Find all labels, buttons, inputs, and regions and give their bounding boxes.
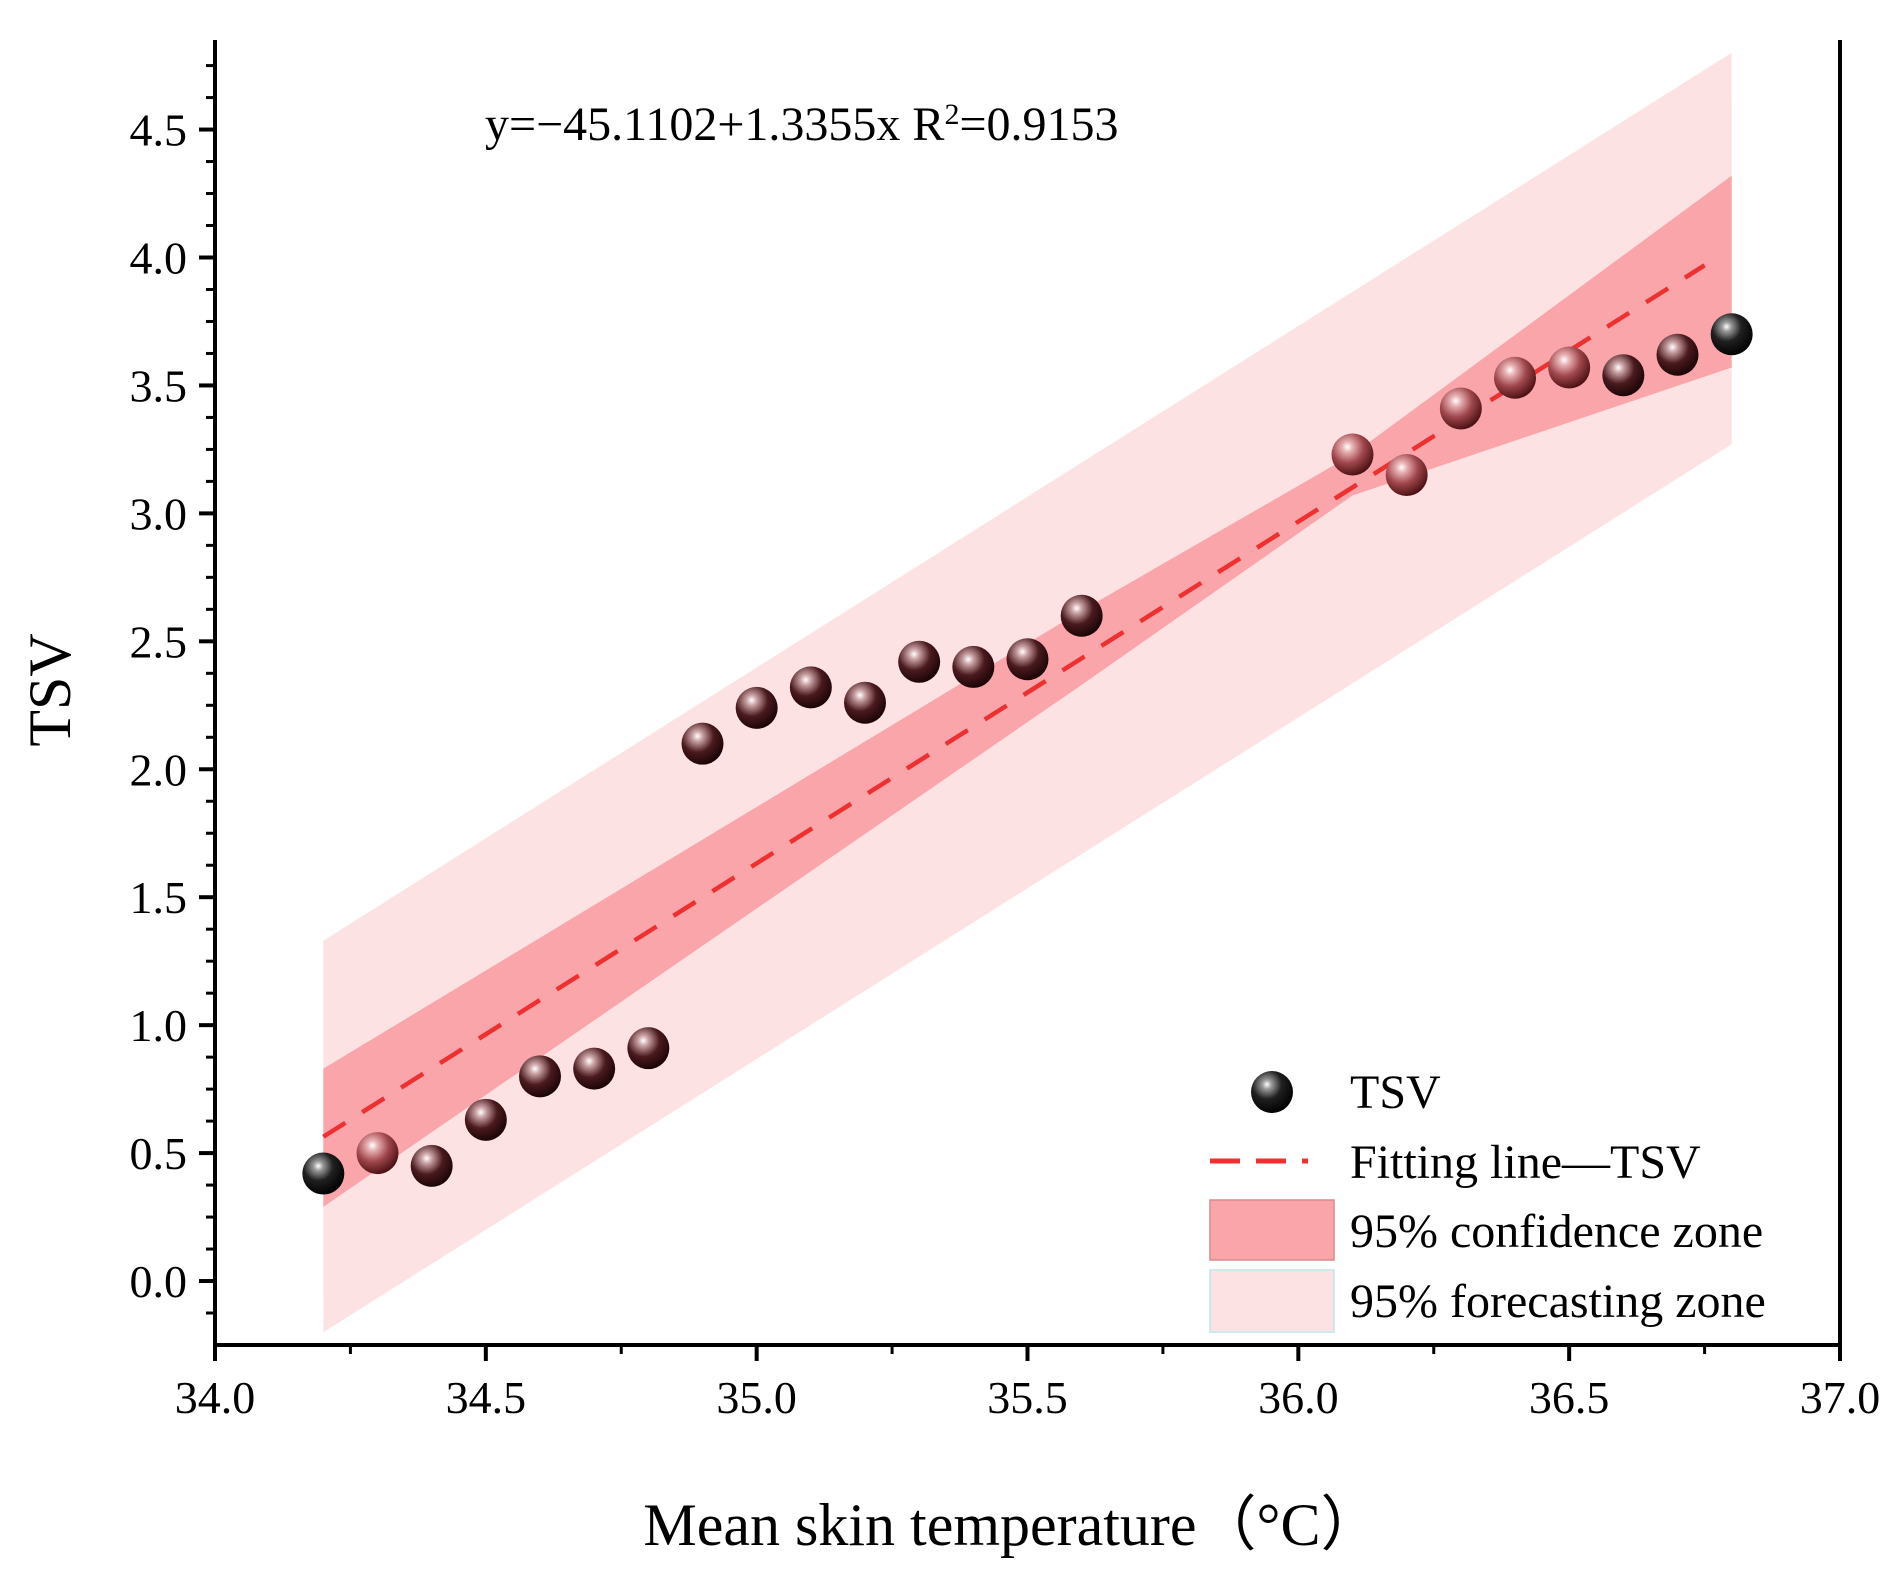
data-point [1006,638,1049,681]
data-point [1060,594,1103,637]
data-point [789,666,832,709]
legend-tsv-marker [1251,1071,1293,1113]
data-point [627,1027,670,1070]
data-point [1656,333,1699,376]
data-point [573,1047,616,1090]
y-tick-label: 4.0 [130,233,188,284]
data-point [898,640,941,683]
x-axis-title: Mean skin temperature（°C） [643,1492,1380,1558]
x-tick-label: 36.5 [1529,1372,1610,1423]
y-tick-label: 2.5 [130,616,188,667]
y-tick-label: 1.0 [130,1000,188,1051]
y-ticks: 0.0 0.5 1.0 1.5 2.0 2.5 3.0 3.5 4.0 4.5 [130,64,215,1315]
data-point [1548,346,1591,389]
data-point [1331,433,1374,476]
x-tick-label: 36.0 [1258,1372,1339,1423]
equation-suffix: =0.9153 [959,98,1118,151]
y-tick-label: 0.5 [130,1128,188,1179]
data-point [1494,356,1536,399]
data-point [735,686,778,729]
y-tick-label: 0.0 [130,1256,188,1307]
x-tick-label: 37.0 [1800,1372,1881,1423]
x-tick-label: 35.5 [987,1372,1068,1423]
data-point [844,681,886,724]
x-tick-label: 35.0 [716,1372,797,1423]
y-tick-label: 3.5 [130,360,188,411]
data-point [464,1098,507,1141]
data-point [302,1152,345,1195]
legend-tsv-label: TSV [1350,1066,1441,1119]
legend-confidence-swatch [1209,1199,1335,1261]
x-tick-label: 34.0 [175,1372,256,1423]
regression-equation: y=−45.1102+1.3355x R2=0.9153 [485,98,1119,152]
y-tick-label: 3.0 [130,488,188,539]
data-point [519,1055,561,1098]
data-point [1385,454,1428,496]
data-point [952,645,995,688]
data-point [681,722,724,765]
y-tick-label: 2.0 [130,744,188,795]
data-point [1602,354,1645,397]
legend-forecasting-label: 95% forecasting zone [1350,1275,1766,1328]
x-tick-label: 34.5 [446,1372,527,1423]
legend-confidence-label: 95% confidence zone [1350,1205,1763,1258]
y-tick-label: 1.5 [130,872,188,923]
points-layer [302,313,1753,1195]
y-tick-label: 4.5 [130,105,188,156]
data-point [410,1144,453,1187]
y-axis-title: TSV [17,633,83,746]
data-point [1439,387,1482,430]
legend-forecasting-swatch [1209,1269,1335,1333]
data-point [356,1132,399,1175]
x-ticks: 34.0 34.5 35.0 35.5 36.0 36.5 37.0 [175,1345,1881,1423]
data-point [1710,313,1753,356]
equation-superscript: 2 [944,98,959,131]
equation-prefix: y=−45.1102+1.3355x R [485,98,944,151]
legend: TSV Fitting line—TSV 95% confidence zone… [1209,1066,1766,1333]
legend-fit-label: Fitting line—TSV [1350,1136,1701,1189]
